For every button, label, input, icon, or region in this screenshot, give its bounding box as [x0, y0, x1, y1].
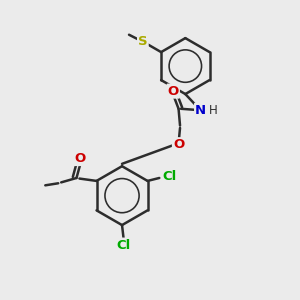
Text: N: N — [195, 104, 206, 117]
Text: Cl: Cl — [116, 238, 130, 252]
Text: O: O — [173, 138, 184, 151]
Text: Cl: Cl — [163, 170, 177, 183]
Text: O: O — [74, 152, 86, 165]
Text: O: O — [168, 85, 179, 98]
Text: H: H — [208, 104, 217, 117]
Text: S: S — [138, 35, 148, 48]
